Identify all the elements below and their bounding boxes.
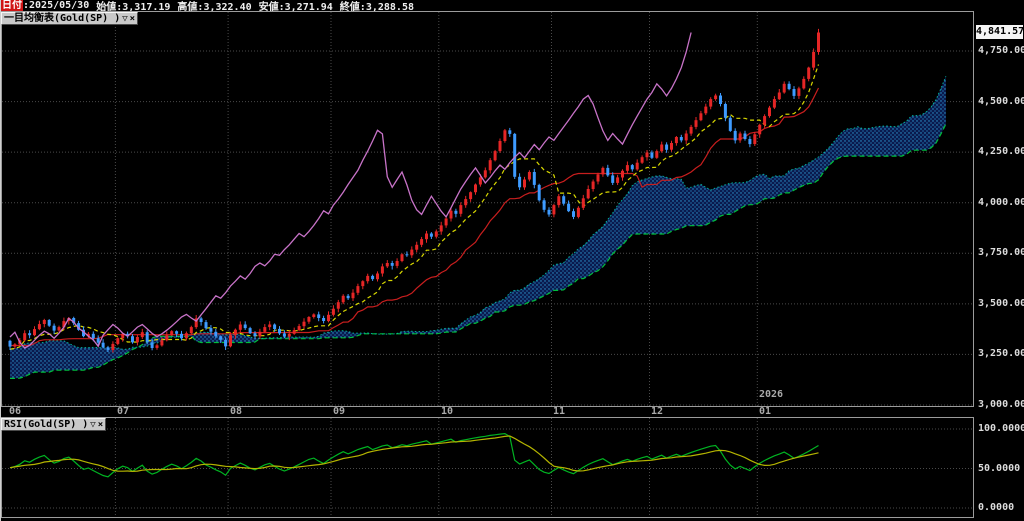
month-label: 08	[230, 406, 243, 417]
month-label: 09	[333, 406, 346, 417]
price-axis-label: 3,000.00	[978, 399, 1024, 410]
info-close: 終値:3,288.58	[339, 2, 414, 13]
price-axis-label: 4,500.00	[978, 96, 1024, 107]
window-left-border	[0, 0, 1, 521]
price-axis-label: 3,500.00	[978, 298, 1024, 309]
info-date: :2025/05/30	[23, 0, 90, 11]
rsi-panel-title: RSI(Gold(SP) )	[4, 419, 89, 430]
price-axis-label: 3,750.00	[978, 247, 1024, 258]
month-label: 06	[9, 406, 22, 417]
month-label: 10	[441, 406, 454, 417]
close-icon[interactable]: ×	[97, 419, 104, 430]
collapse-icon[interactable]: ▽	[90, 419, 96, 430]
ichimoku-panel-title-box[interactable]: 一目均衡表(Gold(SP) ) ▽ ×	[1, 12, 139, 25]
quote-info-bar: 日付:2025/05/30 始値:3,317.19 高値:3,322.40 安値…	[1, 0, 1024, 13]
collapse-icon[interactable]: ▽	[122, 13, 128, 24]
rsi-axis-label: 50.0000	[978, 463, 1021, 474]
rsi-axis-label: 100.0000	[978, 423, 1024, 434]
price-axis-label: 4,750.00	[978, 45, 1024, 56]
price-axis-label: 4,000.00	[978, 197, 1024, 208]
info-low: 安値:3,271.94	[258, 2, 333, 13]
price-axis-label: 3,250.00	[978, 348, 1024, 359]
rsi-axis-label: 0.0000	[978, 502, 1015, 513]
info-open: 始値:3,317.19	[96, 2, 171, 13]
year-label: 2026	[759, 389, 784, 400]
date-chip: 日付	[1, 0, 23, 11]
current-price-tag: 4,841.57	[976, 25, 1024, 39]
info-high: 高値:3,322.40	[177, 2, 252, 13]
ichimoku-panel-title: 一目均衡表(Gold(SP) )	[4, 13, 121, 24]
month-label: 11	[553, 406, 566, 417]
month-label: 07	[117, 406, 130, 417]
month-label: 01	[759, 406, 772, 417]
month-label: 12	[651, 406, 664, 417]
price-axis-label: 4,250.00	[978, 146, 1024, 157]
rsi-panel-title-box[interactable]: RSI(Gold(SP) ) ▽ ×	[1, 418, 107, 431]
close-icon[interactable]: ×	[129, 13, 136, 24]
